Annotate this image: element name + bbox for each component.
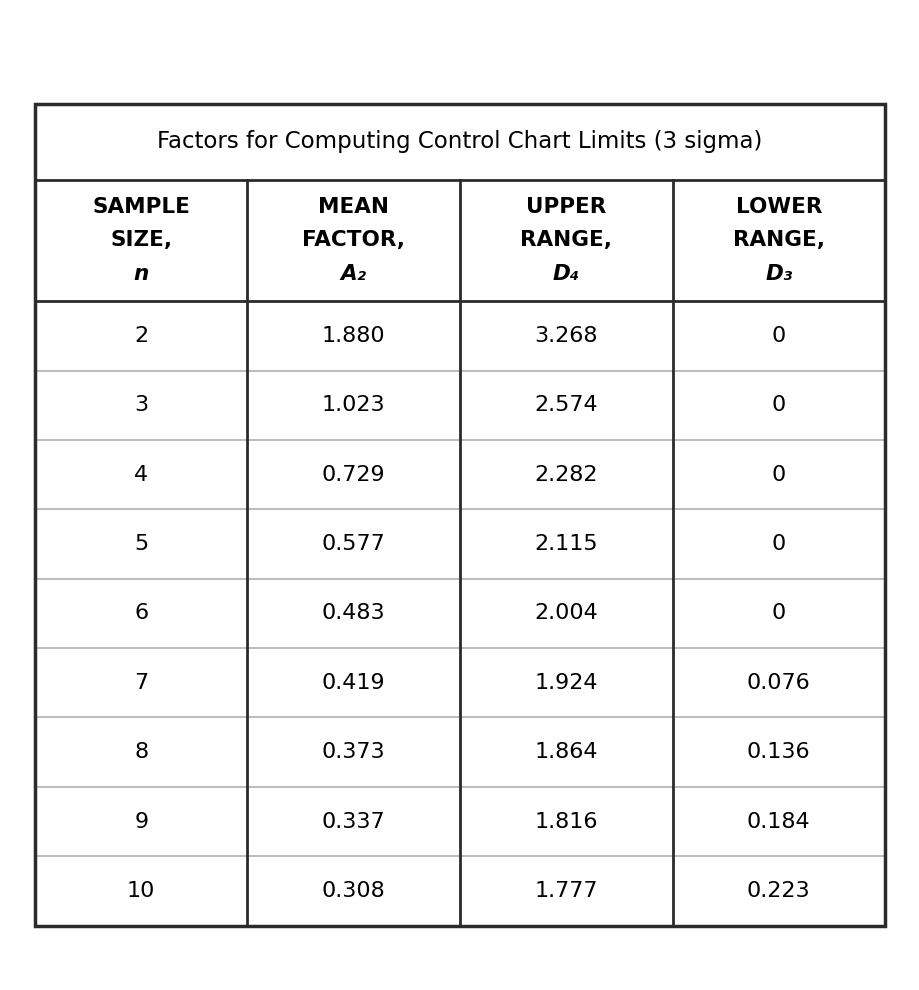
Text: 0.373: 0.373 (322, 742, 385, 762)
Text: 2.282: 2.282 (534, 464, 597, 485)
Text: 0.577: 0.577 (322, 534, 385, 554)
Text: 5: 5 (134, 534, 148, 554)
Text: 1.777: 1.777 (534, 881, 597, 901)
Text: 1.864: 1.864 (534, 742, 597, 762)
Text: D₄: D₄ (552, 264, 579, 284)
Text: A₂: A₂ (340, 264, 367, 284)
Text: 3.268: 3.268 (534, 326, 597, 346)
Text: FACTOR,: FACTOR, (302, 231, 404, 250)
Text: 6: 6 (134, 603, 148, 624)
Text: 8: 8 (134, 742, 148, 762)
Text: 0: 0 (771, 326, 785, 346)
Text: 0: 0 (771, 534, 785, 554)
Text: 0.184: 0.184 (746, 812, 810, 832)
Text: 1.880: 1.880 (322, 326, 385, 346)
Text: 0.076: 0.076 (746, 673, 810, 693)
Text: 4: 4 (134, 464, 148, 485)
Text: 7: 7 (134, 673, 148, 693)
Text: 0: 0 (771, 395, 785, 415)
Text: 0.136: 0.136 (746, 742, 810, 762)
Text: SAMPLE: SAMPLE (92, 197, 190, 217)
Text: 2.004: 2.004 (534, 603, 597, 624)
Text: D₃: D₃ (765, 264, 791, 284)
Text: SIZE,: SIZE, (110, 231, 172, 250)
Text: RANGE,: RANGE, (520, 231, 612, 250)
Text: 0: 0 (771, 603, 785, 624)
Text: 2.574: 2.574 (534, 395, 597, 415)
Text: 0.308: 0.308 (322, 881, 385, 901)
Text: 9: 9 (134, 812, 148, 832)
Text: 0.483: 0.483 (322, 603, 385, 624)
Text: 2: 2 (134, 326, 148, 346)
Text: MEAN: MEAN (318, 197, 389, 217)
Text: 0.223: 0.223 (746, 881, 810, 901)
Text: 3: 3 (134, 395, 148, 415)
Text: 1.816: 1.816 (534, 812, 597, 832)
Text: 1.924: 1.924 (534, 673, 597, 693)
Text: UPPER: UPPER (526, 197, 606, 217)
Text: LOWER: LOWER (735, 197, 821, 217)
Text: 2.115: 2.115 (534, 534, 597, 554)
Text: Factors for Computing Control Chart Limits (3 sigma): Factors for Computing Control Chart Limi… (157, 131, 762, 153)
Text: 0.419: 0.419 (322, 673, 385, 693)
Text: 10: 10 (127, 881, 155, 901)
Text: 0.729: 0.729 (322, 464, 385, 485)
Text: 0.337: 0.337 (322, 812, 385, 832)
Text: RANGE,: RANGE, (732, 231, 824, 250)
Bar (35, 104, 884, 926)
Text: n: n (133, 264, 149, 284)
Text: 1.023: 1.023 (322, 395, 385, 415)
Text: 0: 0 (771, 464, 785, 485)
